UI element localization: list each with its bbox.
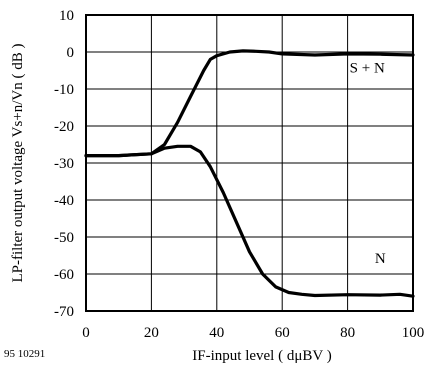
series-lines xyxy=(84,49,415,298)
series-labels: S + N N xyxy=(350,60,386,267)
y-tick-label--40: -40 xyxy=(54,193,74,209)
series-label-s-plus-n: S + N xyxy=(350,60,385,76)
y-tick-label--50: -50 xyxy=(54,230,74,246)
y-tick-label--70: -70 xyxy=(54,304,74,320)
x-tick-label-80: 80 xyxy=(340,325,355,341)
x-axis-title: IF-input level ( dμBV ) xyxy=(192,348,331,364)
y-tick-label--60: -60 xyxy=(54,267,74,283)
x-tick-label-100: 100 xyxy=(402,325,425,341)
plot-frame xyxy=(85,14,414,312)
x-tick-label-60: 60 xyxy=(275,325,290,341)
x-tick-label-20: 20 xyxy=(144,325,159,341)
y-axis-title: LP-filter output voltage Vs+n/Vn ( dB ) xyxy=(10,44,26,283)
series-line-n xyxy=(84,144,415,298)
series-label-n: N xyxy=(375,251,386,267)
y-tick-label--30: -30 xyxy=(54,156,74,172)
y-tick-label-0: 0 xyxy=(67,45,75,61)
y-tick-label-10: 10 xyxy=(59,8,74,24)
x-tick-label-0: 0 xyxy=(82,325,90,341)
y-tick-label--10: -10 xyxy=(54,82,74,98)
series-line-s-plus-n xyxy=(84,49,415,158)
x-tick-label-40: 40 xyxy=(209,325,224,341)
y-tick-label--20: -20 xyxy=(54,119,74,135)
figure-id-label: 95 10291 xyxy=(4,348,45,360)
